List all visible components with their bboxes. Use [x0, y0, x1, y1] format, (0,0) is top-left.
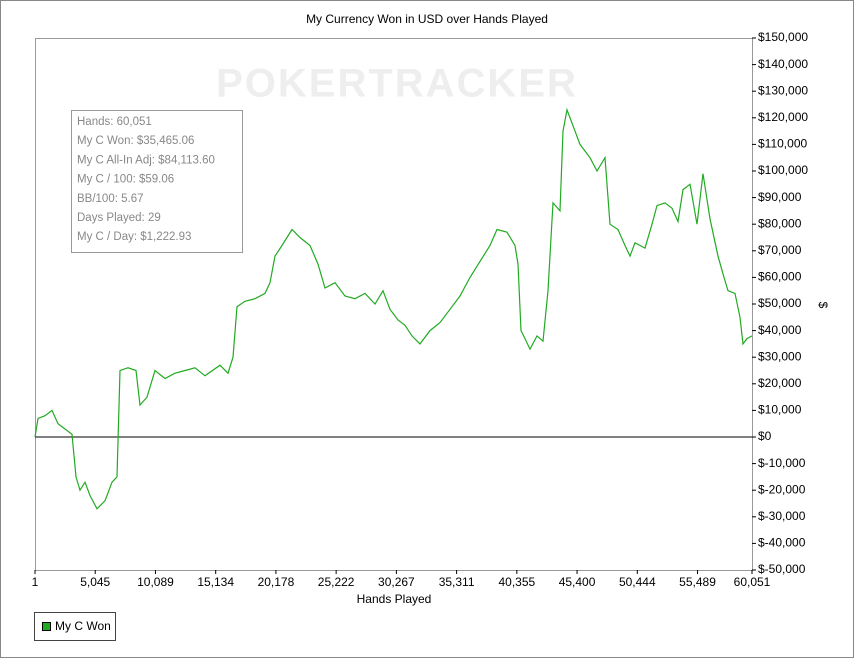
y-tick-label: $110,000 — [758, 137, 807, 151]
watermark: POKERTRACKER — [216, 62, 578, 106]
y-tick-label: $-40,000 — [758, 536, 806, 550]
x-tick-label: 25,222 — [318, 575, 355, 589]
y-tick-label: $60,000 — [758, 270, 802, 284]
stats-line: BB/100: 5.67 — [77, 193, 144, 205]
y-tick-label: $80,000 — [758, 216, 802, 230]
y-tick-label: $-30,000 — [758, 509, 806, 523]
y-tick-label: $50,000 — [758, 296, 802, 310]
x-tick-label: 60,051 — [734, 575, 771, 589]
legend-label: My C Won — [55, 619, 111, 633]
y-tick-label: $20,000 — [758, 376, 802, 390]
stats-line: My C Won: $35,465.06 — [77, 135, 194, 147]
x-tick-label: 55,489 — [679, 575, 716, 589]
legend-swatch — [42, 622, 51, 631]
x-tick-label: 40,355 — [498, 575, 535, 589]
x-tick-label: 10,089 — [137, 575, 174, 589]
x-tick-label: 5,045 — [80, 575, 110, 589]
x-tick-label: 20,178 — [258, 575, 295, 589]
chart-title: My Currency Won in USD over Hands Played — [306, 12, 548, 26]
x-tick-label: 15,134 — [197, 575, 234, 589]
y-tick-label: $130,000 — [758, 83, 808, 97]
x-axis-label: Hands Played — [357, 592, 432, 606]
x-tick-label: 30,267 — [378, 575, 415, 589]
stats-line: Days Played: 29 — [77, 212, 161, 224]
y-tick-label: $70,000 — [758, 243, 802, 257]
y-axis-label: $ — [816, 302, 830, 309]
stats-line: Hands: 60,051 — [77, 116, 152, 128]
stats-box — [71, 110, 243, 253]
y-tick-label: $-50,000 — [758, 562, 806, 576]
stats-line: My C / Day: $1,222.93 — [77, 231, 191, 243]
stats-line: My C All-In Adj: $84,113.60 — [77, 154, 215, 166]
y-tick-label: $10,000 — [758, 403, 802, 417]
legend — [34, 612, 116, 641]
y-tick-label: $40,000 — [758, 323, 802, 337]
y-tick-label: $100,000 — [758, 163, 808, 177]
y-tick-label: $30,000 — [758, 349, 802, 363]
y-tick-label: $0 — [758, 429, 772, 443]
y-tick-label: $120,000 — [758, 110, 808, 124]
y-tick-label: $150,000 — [758, 30, 808, 44]
x-tick-label: 1 — [32, 575, 39, 589]
y-tick-label: $140,000 — [758, 57, 808, 71]
y-tick-label: $90,000 — [758, 190, 802, 204]
y-tick-label: $-20,000 — [758, 482, 806, 496]
x-tick-label: 50,444 — [619, 575, 656, 589]
x-tick-label: 45,400 — [559, 575, 596, 589]
x-tick-label: 35,311 — [439, 575, 475, 589]
stats-line: My C / 100: $59.06 — [77, 174, 174, 186]
series-line — [34, 107, 753, 510]
y-tick-label: $-10,000 — [758, 456, 806, 470]
